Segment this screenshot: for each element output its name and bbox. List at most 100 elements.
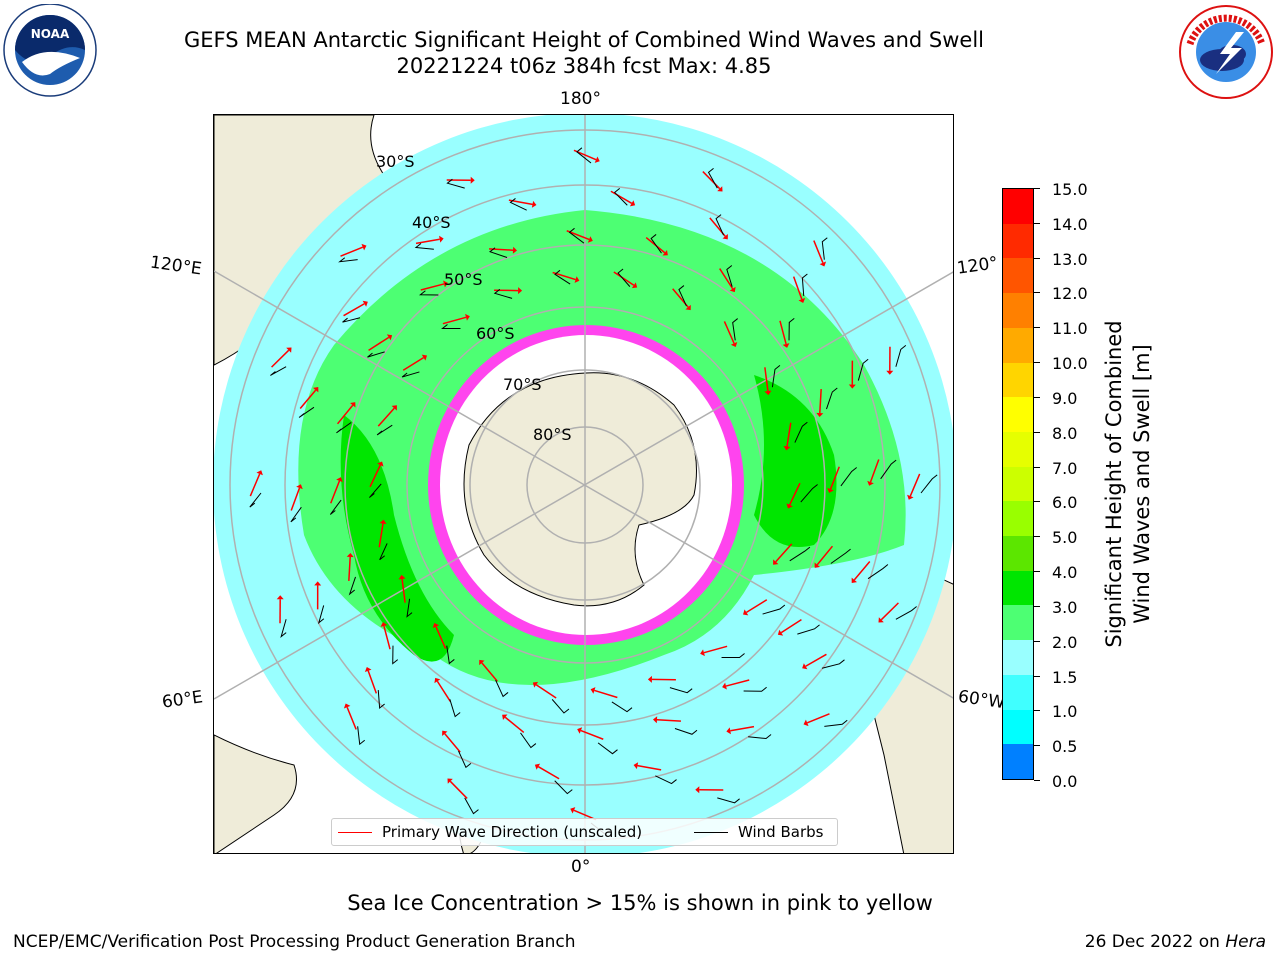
wave-arrow-head <box>730 341 738 348</box>
colorbar-segment <box>1003 293 1033 329</box>
wave-arrow-head <box>827 487 834 493</box>
wind-barb <box>794 421 808 443</box>
wind-barb <box>509 198 527 211</box>
wind-barb <box>379 543 388 561</box>
colorbar-segment <box>1003 362 1033 398</box>
wave-arrow <box>435 626 447 649</box>
sea-ice-note: Sea Ice Concentration > 15% is shown in … <box>347 891 933 915</box>
wave-arrow <box>537 766 560 780</box>
wave-arrow <box>730 725 755 732</box>
colorbar-tick-label: 10.0 <box>1034 354 1088 373</box>
wave-arrow-head <box>380 622 388 627</box>
wind-barb <box>797 624 820 635</box>
wind-barb <box>458 750 472 769</box>
wave-arrow <box>775 543 793 563</box>
wind-barb <box>895 345 907 367</box>
wave-arrow-head <box>434 677 441 684</box>
wave-arrow <box>436 680 451 702</box>
wind-barb <box>821 659 845 669</box>
map-panel <box>213 114 954 854</box>
wind-barb <box>613 188 628 206</box>
colorbar-label-line2: Wind Waves and Swell [m] <box>1130 344 1154 624</box>
colorbar-tick-label: 14.0 <box>1034 215 1088 234</box>
map-title: GEFS MEAN Antarctic Significant Height o… <box>183 28 985 52</box>
wave-arrow <box>746 599 768 614</box>
colorbar-segment <box>1003 640 1033 676</box>
wave-arrow <box>401 578 406 603</box>
wave-arrow-head <box>276 595 284 600</box>
wave-arrow-head <box>313 387 319 393</box>
wave-arrow <box>703 645 728 654</box>
svg-text:NOAA: NOAA <box>31 27 70 41</box>
wave-arrow-head <box>350 402 356 408</box>
wind-barb <box>568 227 585 244</box>
lon-label-120e: 120°E <box>148 252 203 280</box>
colorbar-tick-label: 6.0 <box>1034 493 1077 512</box>
wave-arrow <box>566 230 590 241</box>
lat-label-40s: 40°S <box>412 213 451 232</box>
wave-arrow-head <box>633 762 639 770</box>
wave-arrow-head <box>362 300 368 307</box>
wave-arrow-head <box>700 649 705 657</box>
wind-barb <box>357 726 366 746</box>
wind-barb <box>920 474 938 494</box>
wave-arrow-head <box>717 186 723 192</box>
wave-arrow <box>378 523 384 548</box>
wave-arrow <box>442 316 467 325</box>
wave-arrow <box>271 349 290 368</box>
wave-arrow-head <box>377 461 384 467</box>
colorbar-segment <box>1003 223 1033 259</box>
wind-barb <box>707 167 718 189</box>
wave-arrow <box>368 336 390 351</box>
wave-arrow-head <box>465 313 470 321</box>
wind-barb <box>406 598 413 618</box>
wind-barb <box>329 499 342 515</box>
wind-barb <box>464 797 479 815</box>
wave-arrow-head <box>386 334 393 341</box>
colorbar-segment <box>1003 744 1033 780</box>
wind-barb <box>743 686 767 692</box>
lon-label-120w: 120° <box>955 253 1000 279</box>
wave-arrow <box>367 670 378 694</box>
wind-barb <box>826 387 838 410</box>
wind-barb <box>678 285 687 307</box>
wave-arrow-head <box>819 261 827 267</box>
wave-arrow <box>819 389 822 414</box>
wave-arrow-head <box>814 562 820 568</box>
colorbar-tick-label: 2.0 <box>1034 633 1077 652</box>
wind-barb <box>290 506 302 523</box>
footer-date-text: 26 Dec 2022 on <box>1084 932 1226 952</box>
wind-barb <box>414 243 434 250</box>
nws-logo <box>1179 5 1273 99</box>
wind-barb <box>270 366 287 376</box>
wave-arrow <box>290 487 301 511</box>
wave-arrow-head <box>722 234 728 240</box>
polar-map <box>214 115 953 853</box>
wave-arrow <box>402 356 424 371</box>
wave-arrow-head <box>590 687 596 694</box>
wave-arrow <box>449 780 468 799</box>
legend-label-wave-direction: Primary Wave Direction (unscaled) <box>382 823 643 841</box>
footer-date: 26 Dec 2022 on Hera <box>1085 932 1266 952</box>
wind-barb <box>342 317 361 323</box>
lat-label-30s: 30°S <box>376 152 415 171</box>
colorbar-segment <box>1003 397 1033 433</box>
wave-arrow-head <box>786 503 793 509</box>
wave-arrow-head <box>729 286 736 293</box>
colorbar-segment <box>1003 327 1033 364</box>
colorbar-tick-label: 1.5 <box>1034 668 1077 687</box>
wave-arrow <box>369 464 382 488</box>
wave-arrow <box>909 473 921 497</box>
wind-barb <box>249 492 262 508</box>
colorbar-tick-label: 0.0 <box>1034 772 1077 791</box>
wave-arrow-head <box>256 470 263 476</box>
wave-arrow-head <box>391 405 397 411</box>
wave-arrow-head <box>439 235 444 243</box>
wave-arrow <box>348 556 351 581</box>
legend-item-wave-direction: Primary Wave Direction (unscaled) <box>338 823 642 841</box>
wind-barb <box>762 604 786 615</box>
wave-arrow <box>340 246 364 257</box>
wave-arrow-head <box>802 663 808 670</box>
wind-barb <box>717 797 740 804</box>
wave-arrow <box>816 545 834 566</box>
